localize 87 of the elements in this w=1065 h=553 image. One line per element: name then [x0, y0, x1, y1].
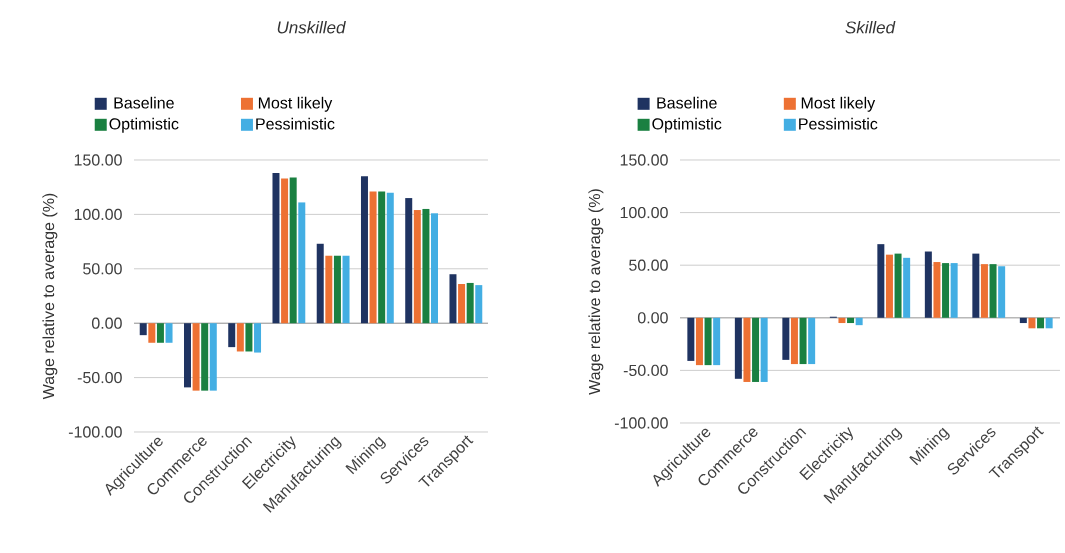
bar — [360, 176, 368, 324]
y-tick-label: 50.00 — [83, 263, 122, 275]
bar — [281, 178, 289, 324]
bar — [192, 323, 200, 391]
bar — [1028, 317, 1036, 329]
bar — [289, 177, 297, 324]
bar — [877, 244, 885, 318]
bar — [325, 255, 333, 324]
bar — [165, 323, 173, 343]
bar — [808, 317, 816, 365]
bar — [422, 208, 430, 324]
bar — [369, 191, 377, 324]
bar — [894, 253, 902, 318]
bar — [687, 317, 695, 361]
bar — [704, 317, 712, 366]
bar — [790, 317, 798, 365]
bar — [458, 284, 466, 324]
bar — [254, 323, 262, 353]
bar — [183, 323, 191, 388]
bar — [139, 323, 147, 336]
y-tick-label: 150.00 — [74, 154, 122, 166]
bar — [449, 274, 457, 324]
bar — [245, 323, 253, 352]
bar — [933, 262, 941, 318]
bar — [342, 255, 350, 324]
bar — [980, 264, 988, 318]
y-tick-label: 150.00 — [620, 154, 668, 166]
y-tick-label: -100.00 — [68, 426, 122, 438]
bar — [760, 317, 768, 382]
bar — [972, 253, 980, 318]
y-tick-label: 50.00 — [629, 259, 668, 271]
legend-label: Pessimistic — [799, 117, 878, 130]
bar — [272, 173, 280, 324]
legend-label: Most likely — [258, 96, 333, 112]
y-tick-label: 100.00 — [74, 208, 122, 221]
bar — [148, 323, 156, 343]
legend-label: Baseline — [114, 96, 174, 109]
bar — [998, 266, 1006, 318]
bar — [838, 317, 846, 324]
bar — [209, 323, 217, 391]
bar — [316, 243, 324, 324]
bar — [475, 285, 483, 324]
chart-title: Skilled — [845, 20, 896, 34]
y-tick-label: 0.00 — [91, 317, 122, 329]
bar — [782, 317, 790, 360]
bar — [386, 192, 394, 324]
y-tick-label: 100.00 — [620, 206, 668, 219]
bar — [885, 254, 893, 318]
bar — [799, 317, 807, 365]
legend-label: Optimistic — [109, 117, 179, 133]
bar — [413, 210, 421, 324]
bar — [378, 191, 386, 324]
bar — [201, 323, 209, 391]
bar — [903, 257, 911, 318]
y-tick-label: -50.00 — [77, 371, 122, 384]
bar — [752, 317, 760, 382]
bar — [847, 317, 855, 324]
bar — [855, 317, 863, 326]
legend-label: Pessimistic — [256, 117, 335, 130]
bar — [713, 317, 721, 366]
y-axis-title: Wage relative to average (%) — [588, 189, 604, 395]
bar — [333, 255, 341, 324]
legend-label: Baseline — [657, 96, 717, 109]
legend-label: Most likely — [801, 96, 876, 112]
bar — [695, 317, 703, 366]
y-tick-label: -50.00 — [623, 364, 668, 377]
bar — [734, 317, 742, 379]
bar — [466, 282, 474, 324]
y-tick-label: -100.00 — [614, 417, 668, 429]
bar — [743, 317, 751, 382]
bar — [924, 251, 932, 318]
bar — [1037, 317, 1045, 329]
bar — [298, 202, 306, 324]
bar — [950, 263, 958, 318]
y-tick-label: 0.00 — [637, 312, 668, 324]
bar — [431, 213, 439, 324]
y-axis-title: Wage relative to average (%) — [42, 193, 58, 400]
bar — [236, 323, 244, 352]
bar — [1045, 317, 1053, 329]
bar — [1019, 317, 1027, 324]
bar — [405, 198, 413, 324]
chart-title: Unskilled — [277, 20, 346, 34]
bar — [156, 323, 164, 343]
bar — [942, 263, 950, 318]
legend-label: Optimistic — [652, 117, 722, 133]
bar — [228, 323, 236, 348]
bar — [989, 264, 997, 318]
